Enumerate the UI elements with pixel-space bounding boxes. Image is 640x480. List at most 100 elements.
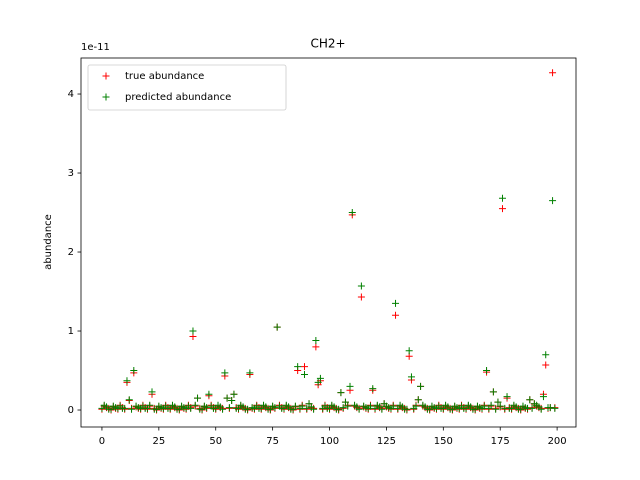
marker [298, 402, 306, 410]
marker [378, 405, 386, 413]
x-tick-label: 25 [152, 436, 165, 447]
marker [316, 374, 324, 382]
marker [121, 404, 129, 412]
marker [346, 382, 354, 390]
marker [348, 209, 356, 217]
marker [546, 404, 554, 412]
marker [189, 327, 197, 335]
y-tick-label: 0 [68, 405, 74, 416]
marker [496, 402, 504, 410]
marker [223, 394, 231, 402]
marker [480, 402, 488, 410]
marker [225, 404, 233, 412]
marker [492, 405, 500, 413]
y-tick-label: 4 [68, 89, 74, 100]
marker [539, 393, 547, 401]
x-tick-label: 50 [209, 436, 222, 447]
legend-marker [102, 72, 110, 80]
marker [125, 396, 133, 404]
marker [498, 194, 506, 202]
y-axis-label: abundance [43, 214, 54, 270]
x-tick-label: 200 [548, 436, 567, 447]
marker [407, 373, 415, 381]
marker [357, 282, 365, 290]
marker [300, 370, 308, 378]
chart-title: CH2+ [310, 37, 345, 51]
marker [339, 404, 347, 412]
marker [537, 405, 545, 413]
marker [355, 405, 363, 413]
marker [148, 388, 156, 396]
marker [487, 401, 495, 409]
marker [146, 401, 154, 409]
y-tick-label: 2 [68, 247, 74, 258]
marker [412, 402, 420, 410]
x-tick-label: 0 [99, 436, 105, 447]
marker [205, 390, 213, 398]
marker [300, 363, 308, 371]
marker [273, 323, 281, 331]
x-tick-label: 75 [266, 436, 279, 447]
marker [414, 396, 422, 404]
x-tick-label: 150 [434, 436, 453, 447]
marker [528, 404, 536, 412]
plot-frame [80, 57, 577, 428]
marker [526, 396, 534, 404]
marker [483, 367, 491, 375]
marker [337, 389, 345, 397]
marker [542, 361, 550, 369]
marker [344, 402, 352, 410]
marker [366, 402, 374, 410]
marker [128, 405, 136, 413]
marker [392, 299, 400, 307]
marker [357, 293, 365, 301]
legend: true abundance predicted abundance [87, 64, 287, 111]
marker [389, 402, 397, 410]
marker [221, 369, 229, 377]
marker [503, 393, 511, 401]
marker [303, 404, 311, 412]
marker [230, 390, 238, 398]
legend-marker [102, 93, 110, 101]
marker [549, 69, 557, 77]
marker [405, 347, 413, 355]
marker [542, 351, 550, 359]
y-tick-label: 3 [68, 168, 74, 179]
marker [392, 311, 400, 319]
marker [219, 405, 227, 413]
marker [341, 398, 349, 406]
marker [314, 378, 322, 386]
marker [228, 397, 236, 405]
marker [312, 343, 320, 351]
marker [417, 382, 425, 390]
marker [130, 367, 138, 375]
marker [489, 388, 497, 396]
marker [187, 404, 195, 412]
marker [271, 404, 279, 412]
legend-box [87, 64, 287, 111]
marker [246, 369, 254, 377]
marker [551, 404, 559, 412]
x-tick-label: 125 [377, 436, 396, 447]
series [98, 194, 559, 413]
marker [123, 377, 131, 385]
marker [312, 336, 320, 344]
marker [244, 405, 252, 413]
marker [294, 363, 302, 371]
legend-label: true abundance [125, 71, 204, 82]
marker [498, 205, 506, 213]
marker [291, 402, 299, 410]
marker [403, 405, 411, 413]
y-offset-text: 1e-11 [81, 42, 110, 53]
marker [369, 385, 377, 393]
legend-label: predicted abundance [125, 92, 231, 103]
marker [310, 405, 318, 413]
marker [549, 197, 557, 205]
marker [494, 398, 502, 406]
x-tick-label: 100 [320, 436, 339, 447]
marker [194, 394, 202, 402]
x-tick-label: 175 [491, 436, 510, 447]
marker [335, 405, 343, 413]
marker [191, 401, 199, 409]
